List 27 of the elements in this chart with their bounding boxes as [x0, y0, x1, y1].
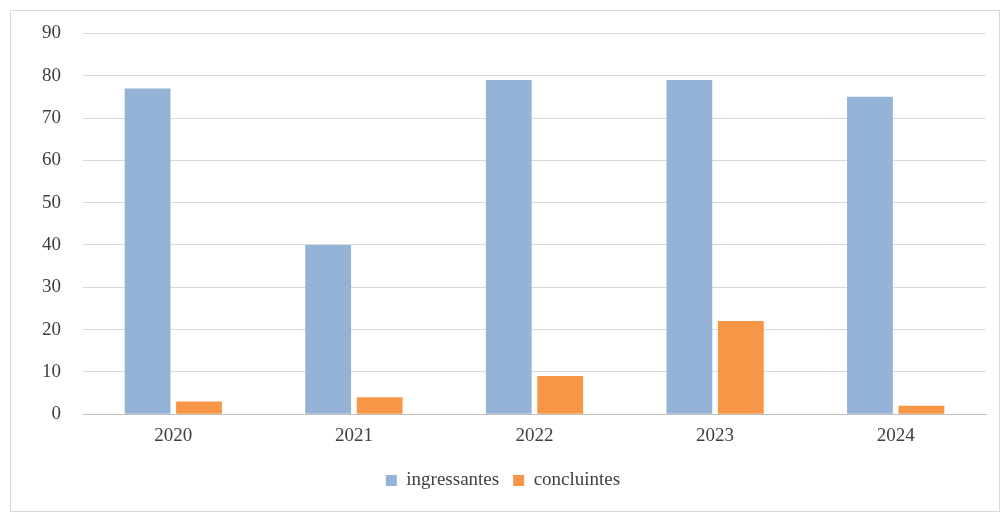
bar — [898, 405, 945, 414]
x-tick-label: 2021 — [334, 423, 373, 445]
legend-label: concluintes — [533, 468, 621, 490]
bar — [124, 88, 171, 414]
bar — [666, 79, 713, 414]
bar — [717, 321, 764, 414]
x-tick-label: 2022 — [515, 423, 554, 445]
x-tick-label: 2024 — [876, 423, 916, 445]
y-tick-label: 80 — [42, 63, 61, 85]
bar — [847, 96, 893, 414]
x-tick-label: 2020 — [154, 423, 193, 445]
y-tick-label: 30 — [42, 275, 61, 297]
y-tick-label: 60 — [42, 148, 61, 170]
y-tick-label: 70 — [42, 106, 61, 128]
bar — [305, 244, 352, 414]
bar — [485, 79, 532, 414]
y-tick-label: 20 — [42, 317, 61, 339]
bar — [356, 397, 403, 414]
y-tick-label: 10 — [42, 359, 61, 381]
y-tick-label: 0 — [51, 402, 61, 424]
y-tick-label: 40 — [42, 232, 61, 254]
x-tick-label: 2023 — [696, 423, 735, 445]
legend-label: ingressantes — [406, 468, 500, 490]
y-tick-label: 90 — [42, 21, 61, 43]
y-tick-label: 50 — [42, 190, 61, 212]
bar — [537, 376, 584, 414]
bar — [176, 401, 222, 414]
